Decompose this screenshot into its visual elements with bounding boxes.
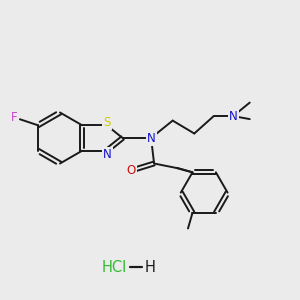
Text: O: O [126,164,136,178]
Text: HCl: HCl [101,260,127,274]
Text: N: N [147,131,155,145]
Text: N: N [229,110,238,123]
Text: H: H [145,260,155,274]
Text: F: F [11,111,17,124]
Text: N: N [103,148,112,161]
Text: S: S [103,116,111,129]
